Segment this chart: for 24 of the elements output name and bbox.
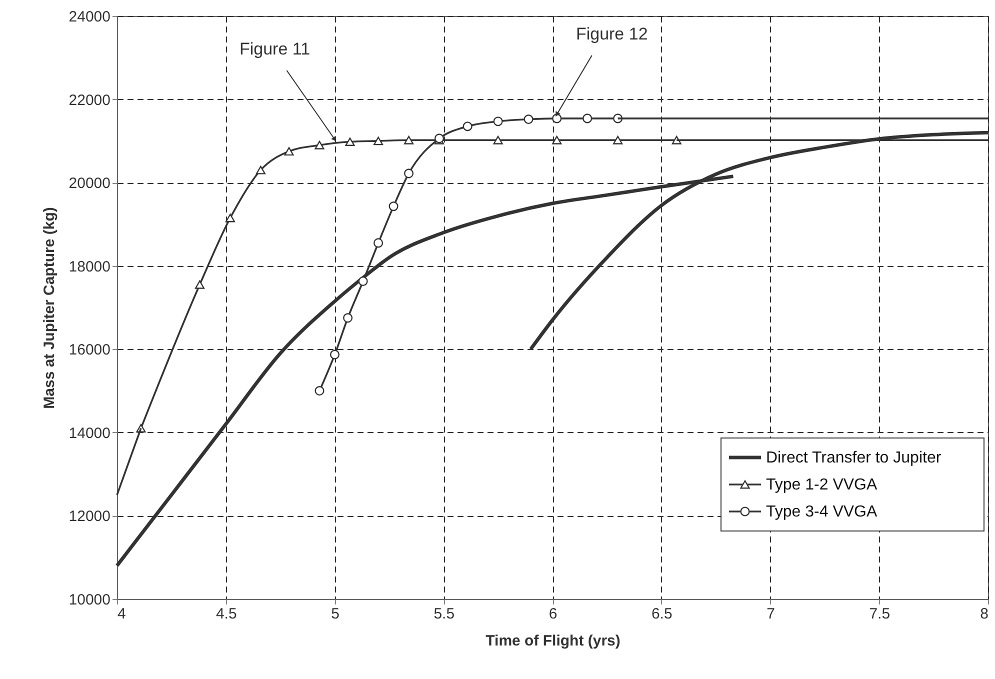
annotation: Figure 12: [576, 24, 648, 44]
legend-label: Type 1-2 VVGA: [766, 476, 878, 494]
x-tick-label: 8: [980, 606, 988, 622]
y-tick-label: 22000: [68, 92, 110, 109]
y-tick-label: 14000: [68, 424, 110, 442]
x-tick-label: 7: [766, 606, 775, 622]
y-tick-label: 12000: [68, 508, 110, 526]
x-tick-label: 5: [331, 606, 340, 622]
x-tick-label: 4: [118, 606, 126, 622]
x-axis-title: Time of Flight (yrs): [486, 632, 620, 650]
y-tick-label: 20000: [68, 175, 110, 192]
y-tick-label: 18000: [68, 258, 110, 276]
y-tick-label: 10000: [68, 592, 110, 608]
x-tick-label: 6: [548, 606, 558, 622]
x-tick-label: 5.5: [434, 606, 455, 622]
x-tick-label: 6.5: [651, 606, 672, 622]
y-tick-label: 16000: [68, 342, 110, 359]
y-axis-title: Mass at Jupiter Capture (kg): [40, 207, 58, 409]
y-tick-label: 24000: [68, 8, 110, 26]
legend-label: Direct Transfer to Jupiter: [766, 450, 942, 466]
x-tick-label: 4.5: [216, 606, 237, 622]
x-tick-label: 7.5: [869, 606, 890, 622]
annotation: Figure 11: [239, 39, 310, 58]
legend-label: Type 3-4 VVGA: [766, 504, 878, 520]
